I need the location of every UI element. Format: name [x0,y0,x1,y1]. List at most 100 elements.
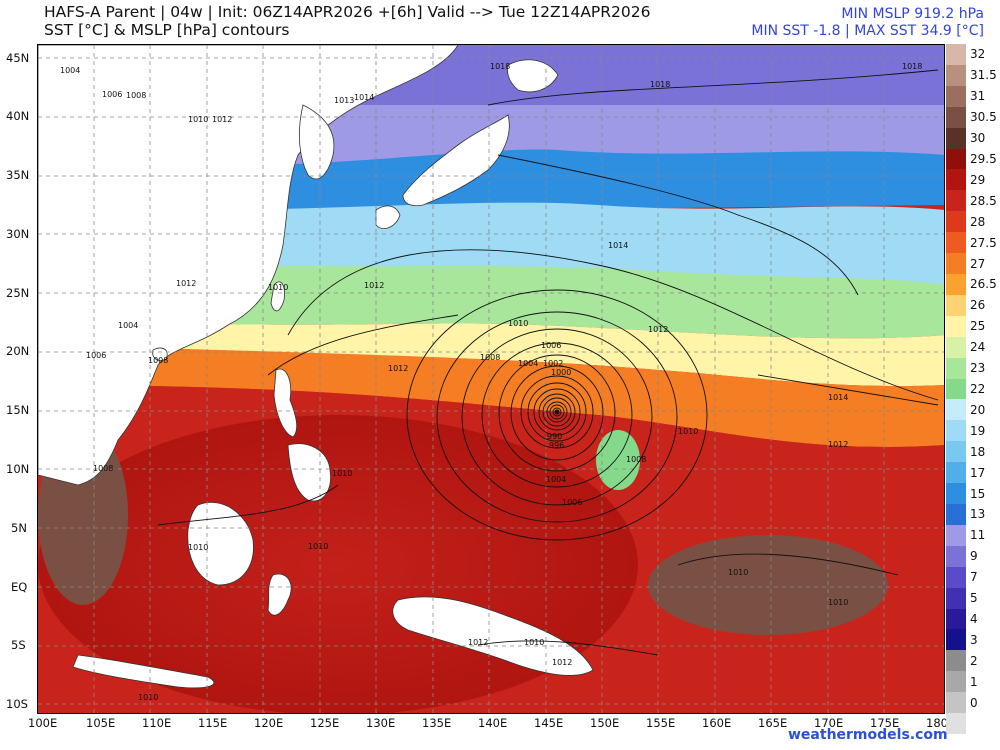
colorbar-cell [946,127,966,149]
isobar-label: 1012 [552,658,572,667]
colorbar-label: 7 [970,570,978,585]
isobar-label: 1012 [468,638,488,647]
isobar-label: 1002 [543,359,563,368]
colorbar-cell [946,587,966,609]
isobar-label: 1000 [551,368,571,377]
colorbar-cell [946,483,966,505]
isobar-storm-1006 [461,328,653,506]
isobar-1010-se [677,553,899,576]
colorbar-cell [946,44,966,65]
lon-label: 160E [702,716,732,730]
japan-kyushu [375,205,401,229]
luzon [273,368,298,438]
isobar-storm-1004 [481,342,633,488]
isobar-label: 1006 [102,90,122,99]
isobar-label: 1008 [93,464,113,473]
hainan [152,347,168,361]
colorbar-label: 28.5 [970,193,997,208]
colorbar-label: 20 [970,402,986,417]
sst-range-readout: MIN SST -1.8 | MAX SST 34.9 [°C] [751,23,984,39]
colorbar-label: 32 [970,47,986,62]
credit-watermark: weathermodels.com [788,727,948,743]
isobar-label: 1010 [828,598,848,607]
lon-label: 170E [814,716,844,730]
storm-eye [554,409,560,415]
isobar-label: 1012 [828,440,848,449]
mslp-contours [157,69,939,656]
colorbar-label: 27 [970,256,986,271]
lon-label: 100E [28,716,58,730]
isobar-label: 1010 [678,427,698,436]
isobar-label: 996 [549,441,564,450]
new-guinea [392,596,594,676]
lat-label: 10S [6,697,28,711]
isobar-storm-1010 [406,289,708,541]
header: HAFS-A Parent | 04w | Init: 06Z14APR2026… [0,0,1000,42]
lon-label: 180 [926,716,948,730]
colorbar-label: 26 [970,298,986,313]
isobar-1012-south [477,640,659,656]
isobar-label: 1018 [490,62,510,71]
isobar-storm-ring-2 [527,382,587,442]
warm-brown-patch-east [648,535,888,635]
isobar-label: 1004 [546,475,566,484]
isobar-label: 1010 [728,568,748,577]
isobar-storm-ring-8 [552,407,562,417]
colorbar-label: 31.5 [970,68,997,83]
colorbar-cell [946,504,966,525]
isobar-large-1014 [287,249,939,401]
isobar-label: 990 [547,432,562,441]
colorbar-label: 9 [970,549,978,564]
colorbar-cell [946,692,966,714]
lat-label: 20N [6,344,30,358]
isobar-label: 1008 [480,353,500,362]
colorbar-label: 23 [970,361,986,376]
lat-label: 40N [6,109,30,123]
isobar-1014-east [757,374,939,406]
isobar-label: 1004 [60,66,80,75]
min-mslp-readout: MIN MSLP 919.2 hPa [841,6,984,22]
colorbar-label: 0 [970,695,978,710]
colorbar-cell [946,629,966,651]
colorbar-cell [946,211,966,233]
isobar-label: 1006 [562,498,582,507]
isobar-label: 1018 [650,80,670,89]
map-subtitle: SST [°C] & MSLP [hPa] contours [44,21,290,39]
colorbar-label: 19 [970,423,986,438]
colorbar-cell [946,106,966,128]
colorbar-label: 31 [970,89,986,104]
isobar-label: 1006 [541,341,561,350]
isobar-label: 1014 [608,241,628,250]
colorbar-cell [946,190,966,212]
colorbar-cell [946,232,966,254]
isobar-label: 1012 [648,325,668,334]
colorbar-cell [946,274,966,295]
sst-map[interactable]: 1004 1006 1008 1010 1012 1014 1013 1018 … [37,44,945,714]
colorbar-label: 26.5 [970,277,997,292]
isobar-label: 1012 [212,115,232,124]
asia-mainland [38,45,459,486]
lat-label: 25N [6,286,30,300]
isobar-storm-1002 [498,354,616,472]
colorbar-cell [946,357,966,379]
japan-honshu [402,114,510,207]
colorbar-label: 2 [970,653,978,668]
isobar-storm-ring-6 [546,401,568,423]
isobar-label: 1010 [308,542,328,551]
lon-label: 115E [198,716,228,730]
colorbar-cell [946,524,966,546]
colorbar-cell [946,420,966,442]
colorbar-label: 17 [970,465,986,480]
colorbar-label: 13 [970,507,986,522]
isobar-storm-ring-5 [542,397,572,427]
isobar-label: 1010 [268,283,288,292]
colorbar-cell [946,169,966,191]
isobar-label: 1010 [188,115,208,124]
lat-label: 5N [11,521,27,535]
taiwan [270,281,285,312]
colorbar-label: 29 [970,172,986,187]
lon-label: 110E [142,716,172,730]
colorbar-label: 29.5 [970,152,997,166]
colorbar-cell [946,545,966,567]
colorbar-label: 25 [970,319,986,334]
